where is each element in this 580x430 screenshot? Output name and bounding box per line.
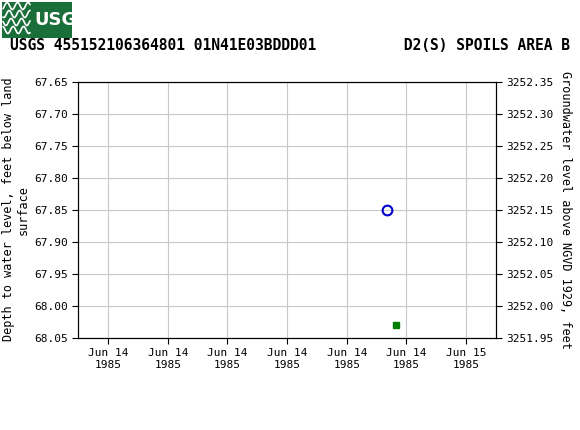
Y-axis label: Depth to water level, feet below land
surface: Depth to water level, feet below land su… [2, 78, 30, 341]
Text: USGS 455152106364801 01N41E03BDDD01          D2(S) SPOILS AREA B: USGS 455152106364801 01N41E03BDDD01 D2(S… [10, 38, 570, 52]
Y-axis label: Groundwater level above NGVD 1929, feet: Groundwater level above NGVD 1929, feet [559, 71, 572, 349]
FancyBboxPatch shape [2, 2, 72, 38]
Text: USGS: USGS [34, 11, 89, 29]
